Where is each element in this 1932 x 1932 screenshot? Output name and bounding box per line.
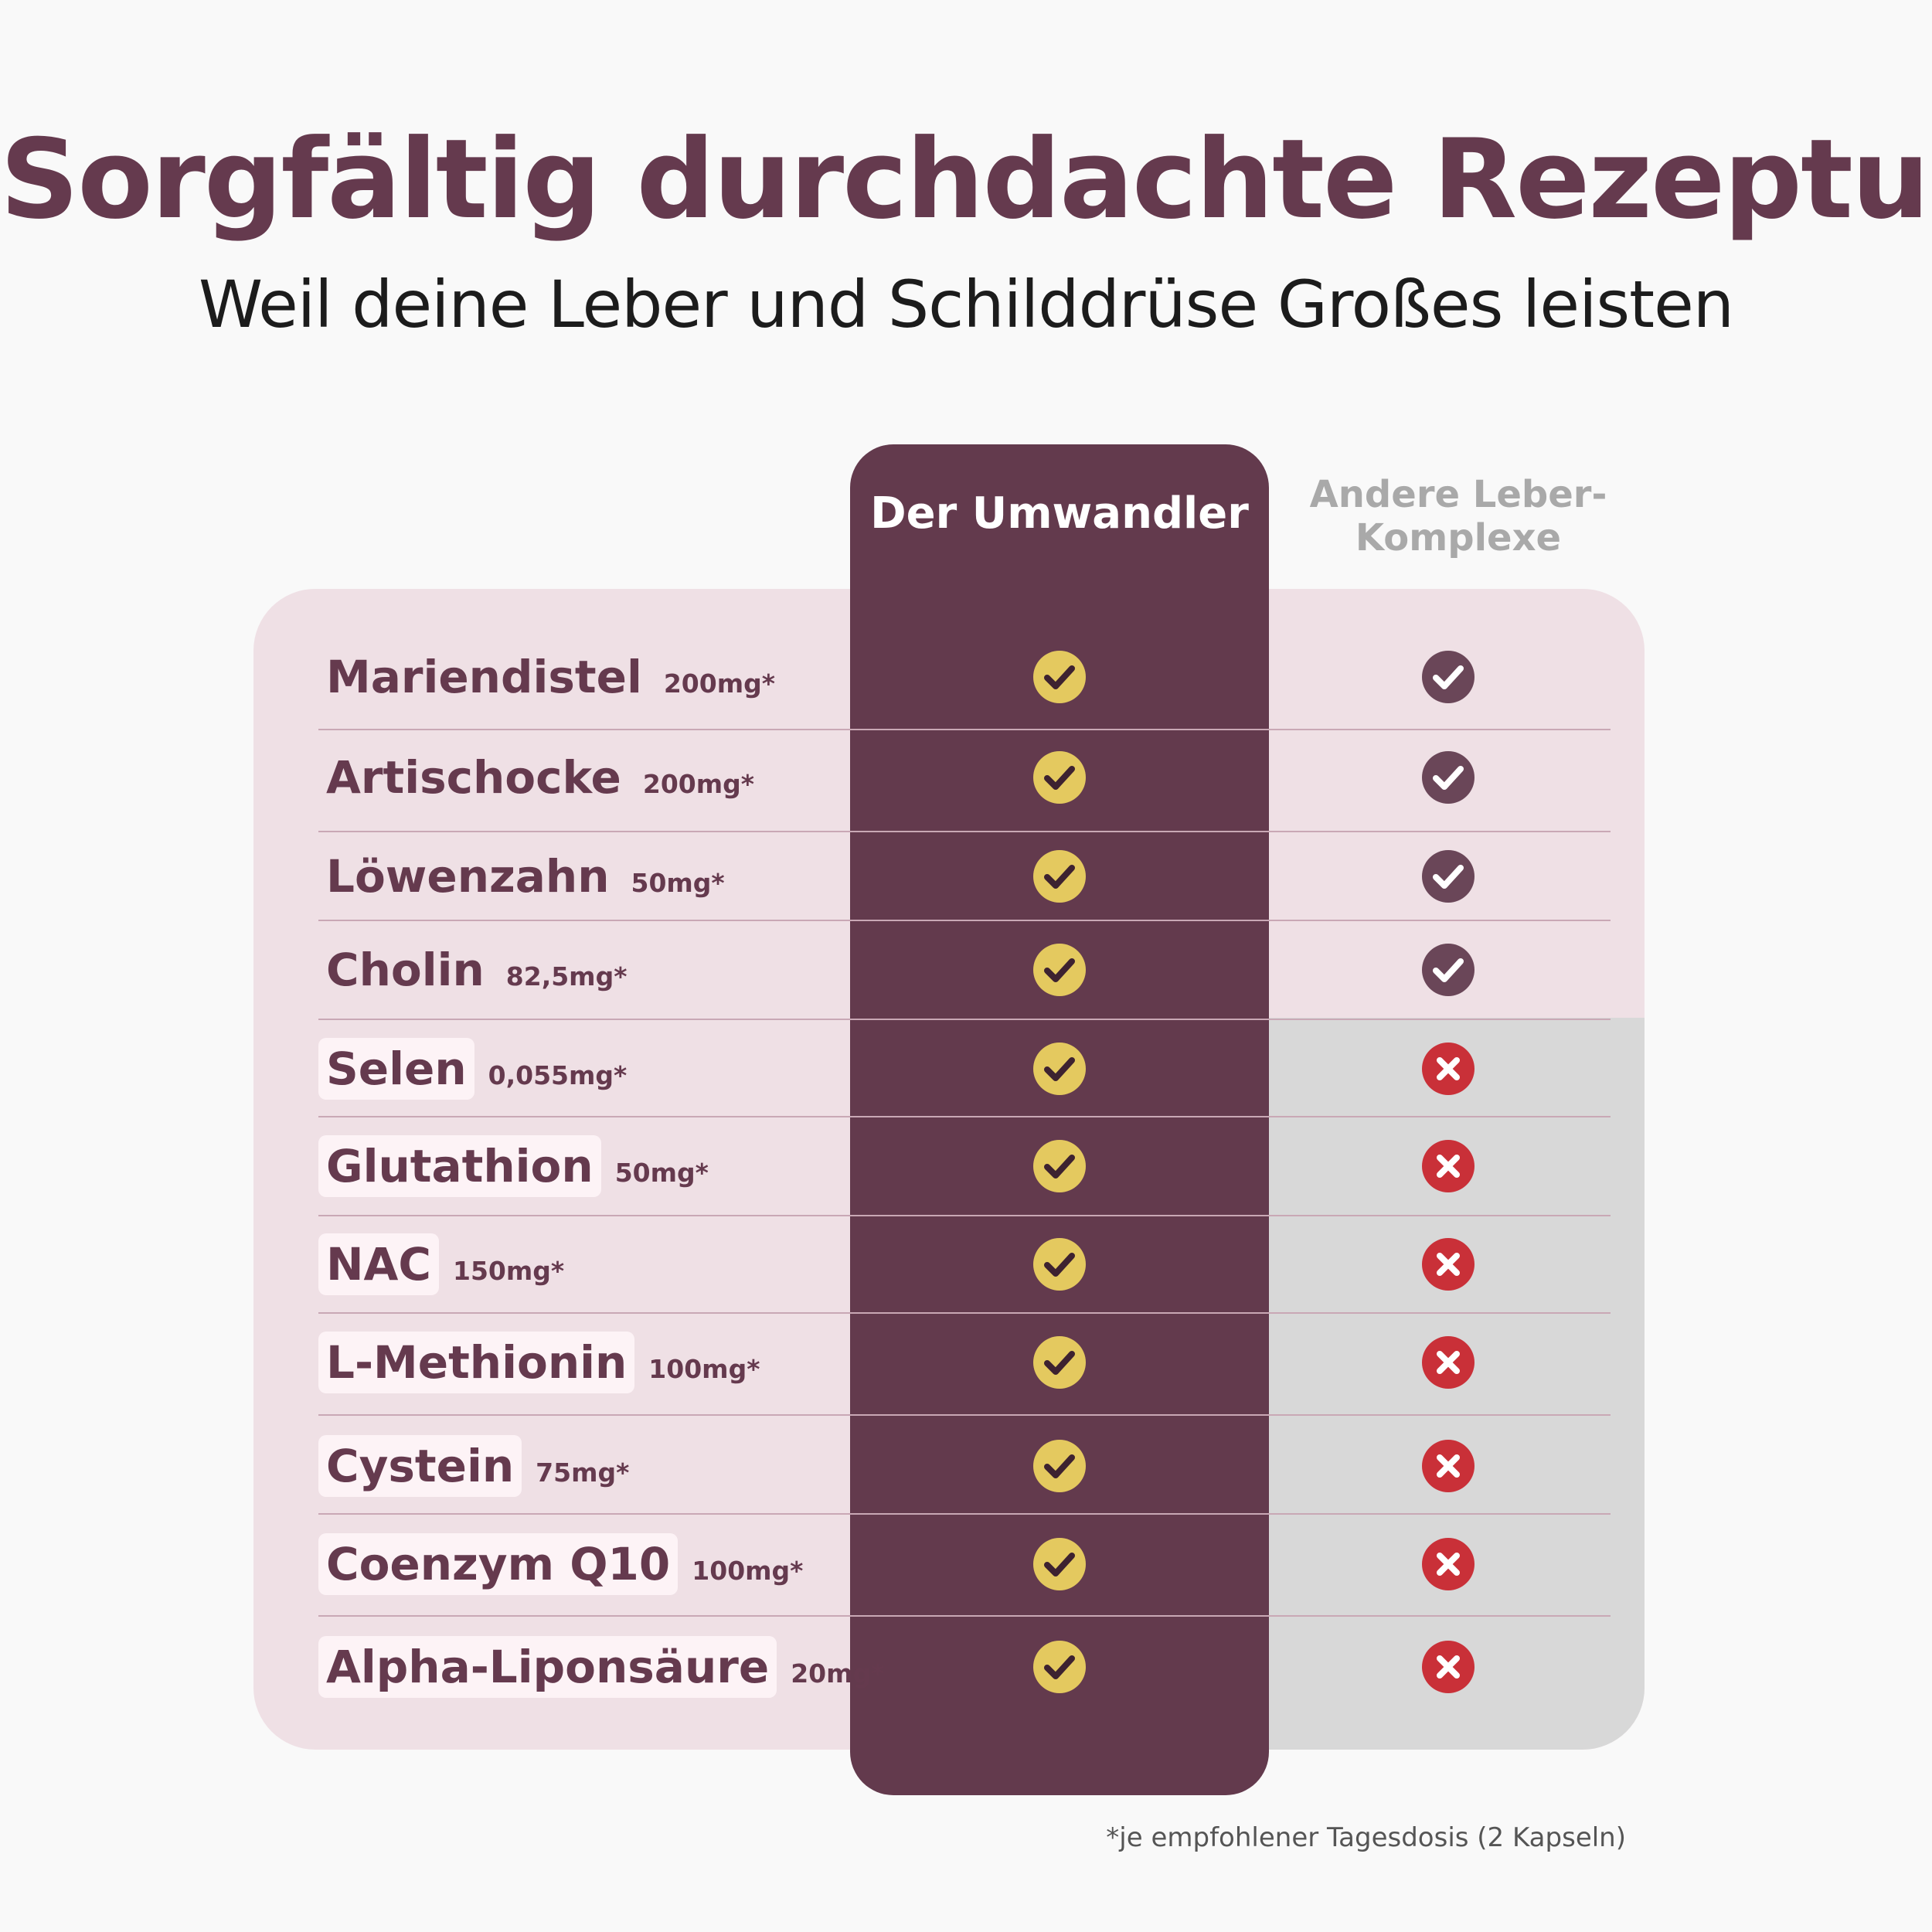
row-divider xyxy=(318,1019,1611,1020)
ingredient-row: Glutathion 50mg* xyxy=(318,1128,709,1205)
ingredient-name: L-Methionin xyxy=(318,1332,635,1393)
our-check-icon xyxy=(1032,1640,1087,1694)
ingredient-row: Cholin 82,5mg* xyxy=(318,931,627,1009)
our-check-icon xyxy=(1032,1042,1087,1096)
ingredient-row: Cystein 75mg* xyxy=(318,1427,629,1505)
ingredient-dose: 75mg* xyxy=(536,1457,630,1488)
ingredient-row: Coenzym Q10 100mg* xyxy=(318,1526,803,1603)
row-divider xyxy=(318,920,1611,921)
ingredient-row: L-Methionin 100mg* xyxy=(318,1324,760,1401)
ingredient-dose: 100mg* xyxy=(648,1353,760,1384)
ingredient-row: Selen 0,055mg* xyxy=(318,1030,627,1107)
other-products-header-line2: Komplexe xyxy=(1355,516,1562,560)
row-divider xyxy=(318,1615,1611,1617)
ingredient-row: NAC 150mg* xyxy=(318,1226,564,1303)
our-check-icon xyxy=(1032,1537,1087,1591)
row-divider xyxy=(318,729,1611,730)
ingredient-dose: 150mg* xyxy=(453,1255,565,1286)
ingredient-dose: 50mg* xyxy=(631,867,725,898)
our-check-icon xyxy=(1032,1335,1087,1389)
ingredient-name: NAC xyxy=(318,1233,439,1295)
other-check-icon xyxy=(1421,943,1475,997)
ingredient-dose: 200mg* xyxy=(663,668,775,699)
footnote: *je empfohlener Tagesdosis (2 Kapseln) xyxy=(1106,1822,1626,1853)
other-check-icon xyxy=(1421,849,1475,903)
other-cross-icon xyxy=(1421,1139,1475,1193)
ingredient-dose: 200mg* xyxy=(642,768,755,799)
our-check-icon xyxy=(1032,1237,1087,1291)
our-check-icon xyxy=(1032,650,1087,704)
ingredient-name: Alpha-Liponsäure xyxy=(318,1636,777,1698)
ingredient-name: Löwenzahn xyxy=(326,850,610,903)
ingredient-row: Löwenzahn 50mg* xyxy=(318,838,725,915)
our-check-icon xyxy=(1032,1139,1087,1193)
our-check-icon xyxy=(1032,750,1087,804)
ingredient-row: Alpha-Liponsäure 20mg* xyxy=(318,1628,884,1706)
ingredient-row: Mariendistel 200mg* xyxy=(318,638,775,716)
ingredient-name: Cholin xyxy=(326,944,485,996)
ingredient-name: Mariendistel xyxy=(326,651,642,703)
page-subtitle: Weil deine Leber und Schilddrüse Großes … xyxy=(198,267,1734,342)
ingredient-name: Cystein xyxy=(318,1435,522,1497)
other-cross-icon xyxy=(1421,1537,1475,1591)
ingredient-name: Artischocke xyxy=(326,751,621,804)
page-title: Sorgfältig durchdachte Rezeptur xyxy=(0,116,1932,243)
other-cross-icon xyxy=(1421,1439,1475,1493)
other-cross-icon xyxy=(1421,1640,1475,1694)
ingredient-dose: 82,5mg* xyxy=(505,961,628,992)
our-product-column xyxy=(850,444,1269,1795)
other-cross-icon xyxy=(1421,1237,1475,1291)
our-check-icon xyxy=(1032,849,1087,903)
ingredient-row: Artischocke 200mg* xyxy=(318,739,754,816)
ingredient-dose: 0,055mg* xyxy=(488,1060,628,1090)
our-check-icon xyxy=(1032,1439,1087,1493)
row-divider xyxy=(318,831,1611,832)
row-divider xyxy=(318,1414,1611,1416)
our-check-icon xyxy=(1032,943,1087,997)
ingredient-dose: 50mg* xyxy=(614,1157,709,1188)
ingredient-dose: 100mg* xyxy=(692,1555,804,1586)
ingredient-name: Coenzym Q10 xyxy=(318,1533,679,1595)
row-divider xyxy=(318,1215,1611,1216)
other-check-icon xyxy=(1421,650,1475,704)
other-cross-icon xyxy=(1421,1335,1475,1389)
our-product-header: Der Umwandler xyxy=(870,488,1249,539)
other-products-header: Andere Leber- Komplexe xyxy=(1284,473,1632,560)
row-divider xyxy=(318,1312,1611,1314)
other-products-header-line1: Andere Leber- xyxy=(1309,473,1607,516)
ingredient-name: Glutathion xyxy=(318,1135,601,1197)
other-cross-icon xyxy=(1421,1042,1475,1096)
ingredient-dose: 20mg* xyxy=(791,1658,885,1689)
ingredient-name: Selen xyxy=(318,1038,474,1100)
row-divider xyxy=(318,1513,1611,1515)
row-divider xyxy=(318,1116,1611,1117)
other-check-icon xyxy=(1421,750,1475,804)
